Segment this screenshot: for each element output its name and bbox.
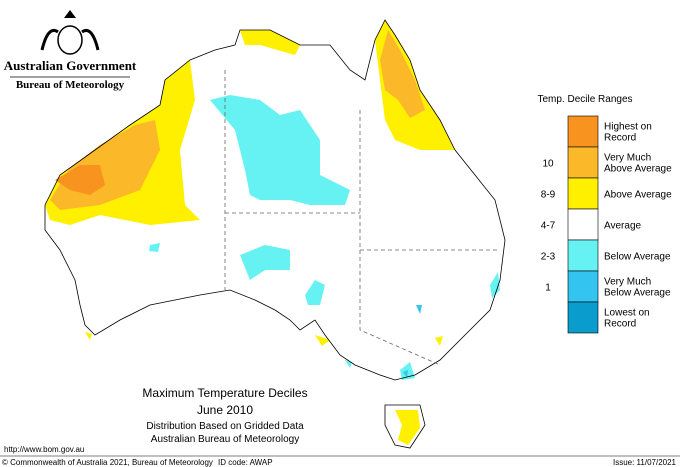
caption-period: June 2010	[197, 403, 253, 417]
region	[315, 335, 330, 346]
legend-swatch	[567, 115, 599, 148]
legend-label: Above Average	[604, 190, 672, 201]
australia-map	[44, 19, 506, 449]
caption-title: Maximum Temperature Deciles	[142, 386, 307, 400]
legend-swatch	[567, 177, 599, 210]
legend-range: 4-7	[541, 221, 556, 232]
legend-label: Highest on Record	[604, 122, 652, 144]
id-code: ID code: AWAP	[218, 458, 273, 467]
region	[305, 280, 325, 305]
bureau: Bureau of Meteorology	[16, 79, 125, 91]
region	[149, 243, 160, 252]
legend-label: Very Much Above Average	[604, 153, 672, 175]
caption-source: Australian Bureau of Meteorology	[151, 434, 299, 445]
region	[85, 332, 92, 340]
legend-swatch	[567, 146, 599, 179]
region	[380, 30, 425, 118]
legend: Highest on Record 10 Very Much Above Average…	[541, 115, 672, 334]
region	[416, 305, 422, 314]
issued: Issue: 11/07/2021	[613, 458, 677, 467]
legend-swatch	[567, 239, 599, 272]
region	[403, 370, 408, 378]
copyright: © Commonwealth of Australia 2021, Bureau…	[2, 458, 213, 467]
url: http://www.bom.gov.au	[4, 445, 84, 454]
caption-method: Distribution Based on Gridded Data	[146, 421, 304, 432]
legend-range: 8-9	[541, 190, 556, 201]
legend-label: Average	[604, 221, 642, 232]
crest	[40, 10, 100, 55]
legend-swatch	[567, 270, 599, 303]
coastline	[44, 19, 506, 381]
region	[240, 245, 290, 280]
legend-swatch	[567, 208, 599, 241]
legend-swatch	[567, 301, 599, 334]
region	[210, 95, 350, 205]
region	[435, 336, 443, 346]
legend-label: Lowest on Record	[604, 308, 650, 330]
region	[395, 410, 420, 445]
legend-label: Very Much Below Average	[604, 277, 671, 299]
legend-range: 2-3	[541, 252, 556, 263]
region	[240, 30, 300, 55]
legend-title: Temp. Decile Ranges	[537, 94, 632, 105]
region	[490, 272, 500, 298]
legend-label: Below Average	[604, 252, 671, 263]
region	[55, 165, 105, 195]
legend-range: 1	[545, 283, 551, 294]
government: Australian Government	[4, 58, 137, 73]
legend-range: 10	[542, 159, 554, 170]
